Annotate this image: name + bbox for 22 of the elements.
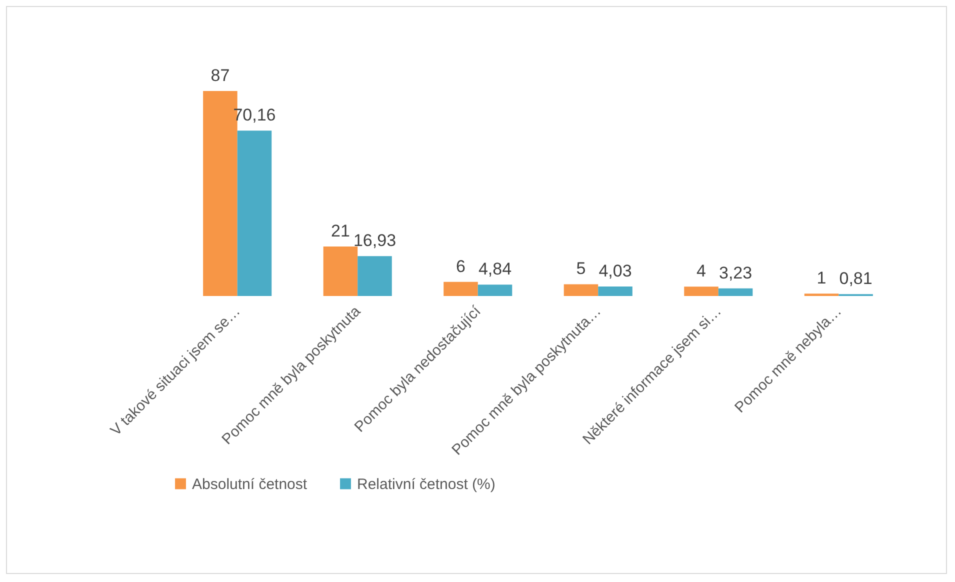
bar — [564, 284, 598, 296]
data-label: 5 — [576, 259, 586, 278]
bar — [684, 286, 718, 296]
data-label: 16,93 — [353, 231, 396, 250]
bar — [598, 286, 632, 296]
data-label: 6 — [456, 256, 466, 276]
data-label: 4 — [696, 262, 706, 281]
data-label: 21 — [331, 222, 350, 241]
data-label: 3,23 — [718, 263, 752, 282]
legend-label: Relativní četnost (%) — [357, 476, 496, 493]
bar — [718, 288, 753, 296]
data-label: 1 — [816, 268, 826, 288]
data-label: 87 — [210, 66, 230, 85]
data-label: 4,03 — [598, 262, 632, 281]
bar — [478, 284, 512, 296]
legend-label: Absolutní četnost — [192, 476, 308, 493]
data-label: 0,81 — [839, 269, 872, 288]
bar — [358, 256, 392, 296]
data-label: 4,84 — [478, 260, 512, 279]
bar — [323, 246, 358, 296]
bar — [237, 130, 272, 296]
bar — [444, 282, 478, 296]
